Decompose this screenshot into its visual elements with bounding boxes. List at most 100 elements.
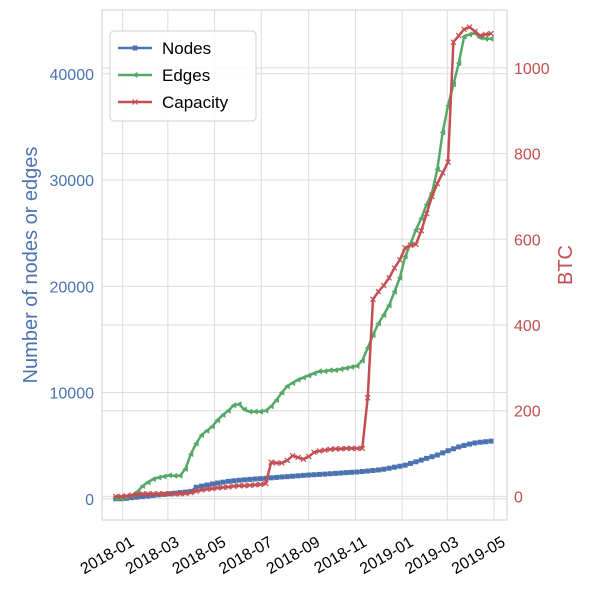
legend-marker-capacity [132,99,138,105]
data-point-nodes [316,471,322,477]
data-point-capacity [118,493,125,500]
data-point-edges [268,403,274,410]
series-capacity [112,24,494,500]
data-point-nodes [306,472,312,478]
data-point-nodes [402,462,408,468]
data-point-edges [461,33,467,40]
data-point-capacity [284,457,291,464]
data-point-nodes [193,484,199,490]
x-tick-label: 2019-05 [449,534,508,578]
x-tick-label: 2018-09 [264,534,323,578]
data-point-capacity [434,180,441,187]
legend: Nodes Edges Capacity [109,30,257,122]
data-point-nodes [466,441,472,447]
data-point-nodes [365,468,371,474]
data-point-nodes [199,483,205,489]
data-point-capacity [246,482,253,489]
data-point-capacity [209,485,216,492]
data-point-nodes [440,450,446,456]
data-point-nodes [413,459,419,465]
data-point-nodes [220,479,226,485]
y-tick-label-right: 1000 [514,61,550,78]
data-point-capacity [268,459,275,466]
data-point-edges [396,274,403,281]
data-point-edges [278,389,285,396]
data-point-edges [337,366,344,373]
data-point-edges [300,374,306,381]
data-point-edges [177,472,183,479]
data-point-nodes [397,463,403,469]
data-point-nodes [284,474,290,480]
data-point-edges [348,364,355,370]
data-point-capacity [257,481,264,488]
data-point-capacity [348,445,355,452]
data-point-nodes [483,439,489,445]
data-point-edges [203,427,210,434]
data-point-nodes [429,454,435,460]
data-point-capacity [305,453,312,460]
data-point-nodes [134,494,140,500]
data-point-edges [161,473,167,480]
data-point-capacity [423,210,430,217]
data-point-edges [273,396,280,403]
data-point-edges [225,407,231,414]
data-point-capacity [311,449,317,456]
data-point-nodes [140,494,146,500]
data-point-capacity [450,39,457,46]
data-point-edges [236,401,242,408]
data-point-edges [370,332,376,339]
data-point-capacity [112,493,119,500]
data-point-edges [182,466,188,472]
y-tick-label-left: 0 [85,492,94,509]
data-point-capacity [445,159,451,166]
data-point-nodes [204,482,210,488]
data-point-edges [294,376,301,383]
y-tick-label-left: 20000 [50,279,95,296]
data-point-capacity [332,445,339,452]
data-point-edges [150,476,156,483]
data-point-nodes [231,478,237,484]
y-tick-label-left: 40000 [50,67,95,84]
data-point-nodes [268,475,274,481]
data-point-nodes [488,438,494,444]
data-point-nodes [359,469,365,475]
data-point-edges [155,474,162,481]
data-point-nodes [354,469,360,475]
legend-marker-nodes [132,45,138,51]
data-point-edges [144,479,151,486]
data-point-capacity [139,490,146,497]
data-point-capacity [134,491,141,498]
data-point-nodes [434,452,440,458]
data-point-capacity [177,490,184,497]
data-point-nodes [461,442,467,448]
y-tick-label-right: 0 [514,489,523,506]
data-point-nodes [247,476,253,482]
data-point-edges [219,411,226,418]
data-point-edges [487,35,494,42]
data-point-capacity [278,460,285,466]
data-point-nodes [279,474,285,480]
data-point-capacity [220,484,226,491]
data-point-capacity [128,492,135,499]
data-point-nodes [252,476,258,482]
data-point-capacity [386,274,393,281]
data-point-nodes [311,472,317,478]
data-point-edges [246,408,253,415]
data-point-nodes [257,476,263,482]
data-point-capacity [359,445,366,452]
data-point-edges [386,302,392,309]
data-point-nodes [375,467,381,473]
data-point-edges [257,408,263,415]
legend-marker-edges [132,72,138,78]
data-point-capacity [198,487,205,493]
series-nodes [113,438,494,502]
data-point-capacity [487,30,494,37]
data-point-edges [289,379,296,386]
data-point-nodes [209,481,215,487]
y-tick-label-left: 30000 [50,173,95,190]
data-point-capacity [295,454,301,461]
data-point-capacity [187,489,194,496]
data-point-edges [305,372,312,379]
data-point-nodes [343,470,349,476]
